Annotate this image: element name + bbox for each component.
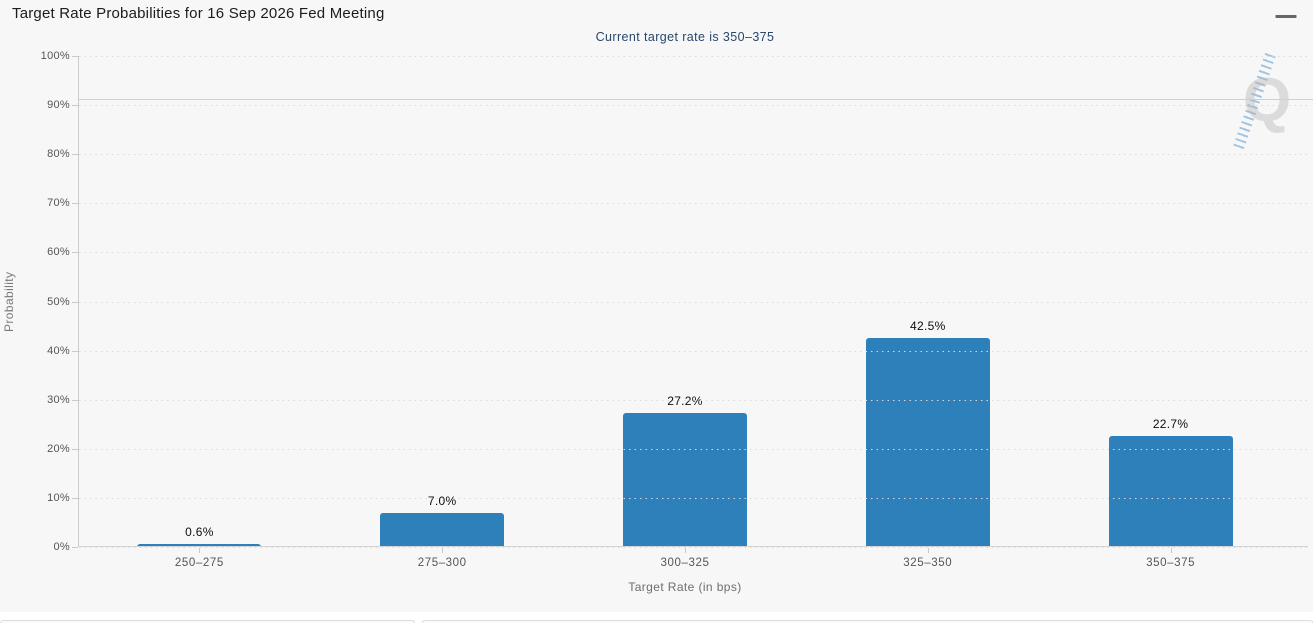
horizontal-plot-line [78, 99, 1313, 100]
gridline-20 [79, 448, 1310, 450]
y-axis-tick [72, 399, 78, 401]
y-axis-labels: 0% 10% 20% 30% 40% 50% 60% 70% 80% 90% 100% [0, 50, 70, 553]
bar-value-label: 42.5% [910, 319, 946, 334]
x-axis-title: Target Rate (in bps) [628, 580, 742, 594]
y-axis-label: 20% [47, 442, 70, 455]
x-axis-tick [442, 548, 444, 553]
bar-value-label: 22.7% [1152, 416, 1189, 431]
gridline-50 [79, 301, 1310, 303]
y-axis-label: 40% [47, 344, 70, 357]
y-axis-label: 30% [47, 393, 70, 406]
x-axis-tick [199, 548, 201, 553]
gridline-80 [79, 154, 1310, 156]
gridline-40 [79, 350, 1310, 352]
x-axis-line [78, 546, 1308, 547]
y-axis-tick [72, 56, 78, 57]
y-axis-label: 50% [47, 295, 70, 308]
y-axis-label: 100% [40, 50, 70, 62]
bar-275-300[interactable] [380, 512, 505, 547]
x-axis-tick [927, 548, 929, 553]
category-column: 42.5% [806, 56, 1049, 547]
category-column: 0.6% [78, 56, 321, 547]
gridline-30 [79, 399, 1310, 401]
y-axis-tick [72, 105, 78, 107]
x-axis-label: 350–375 [1146, 557, 1196, 569]
chart-context-menu-button[interactable] [1275, 5, 1296, 18]
bar-350-375[interactable] [1108, 435, 1233, 547]
gridline-60 [79, 252, 1310, 254]
y-axis-label: 70% [47, 197, 70, 210]
x-axis-label: 325–350 [903, 557, 953, 569]
y-axis-label: 80% [47, 148, 70, 161]
y-axis-tick [72, 448, 78, 450]
x-axis-label: 300–325 [660, 557, 710, 569]
bar-250-275[interactable] [137, 544, 262, 547]
y-axis-label: 10% [47, 491, 70, 504]
y-axis-tick [72, 154, 78, 156]
y-axis-tick [72, 547, 78, 548]
bar-value-label: 7.0% [427, 493, 457, 508]
y-axis-line [78, 56, 79, 547]
y-axis-label: 90% [47, 99, 70, 112]
bars-container: 0.6% 7.0% 27.2% 42.5% 22.7% [78, 56, 1292, 547]
x-axis-tick [1170, 548, 1172, 553]
y-axis-tick [72, 203, 78, 205]
chart-title: Target Rate Probabilities for 16 Sep 202… [12, 5, 385, 22]
y-axis-tick [72, 252, 78, 254]
gridline-70 [79, 203, 1310, 205]
x-axis-label: 250–275 [174, 557, 224, 569]
category-column: 27.2% [564, 56, 807, 547]
bottom-panel-left [0, 620, 415, 623]
x-axis-tick [685, 548, 686, 553]
y-axis-tick [72, 497, 78, 499]
bar-300-325[interactable] [622, 413, 747, 547]
gridline-100 [79, 56, 1310, 57]
x-axis-labels: 250–275 275–300 300–325 325–350 350–375 [78, 557, 1292, 569]
y-axis-tick [72, 301, 78, 303]
x-axis-label: 275–300 [417, 557, 467, 569]
bar-325-350[interactable] [865, 338, 990, 547]
gridline-90 [79, 105, 1310, 107]
bar-value-label: 0.6% [185, 525, 214, 540]
chart-subtitle: Current target rate is 350–375 [595, 30, 775, 44]
y-axis-label: 60% [47, 246, 70, 259]
watermark-q-logo: Q [1243, 66, 1292, 135]
category-column: 7.0% [321, 56, 564, 547]
category-column: 22.7% [1049, 56, 1292, 547]
bar-value-label: 27.2% [667, 394, 703, 409]
gridline-0 [79, 547, 1310, 548]
plot-area: 0.6% 7.0% 27.2% 42.5% 22.7% [72, 56, 1310, 553]
y-axis-tick [72, 350, 78, 352]
gridline-10 [79, 497, 1310, 499]
y-axis-label: 0% [53, 541, 70, 553]
